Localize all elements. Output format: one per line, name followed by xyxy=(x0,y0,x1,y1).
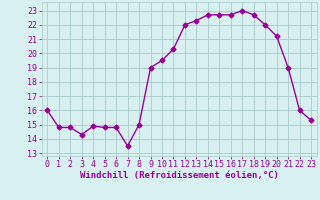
X-axis label: Windchill (Refroidissement éolien,°C): Windchill (Refroidissement éolien,°C) xyxy=(80,171,279,180)
